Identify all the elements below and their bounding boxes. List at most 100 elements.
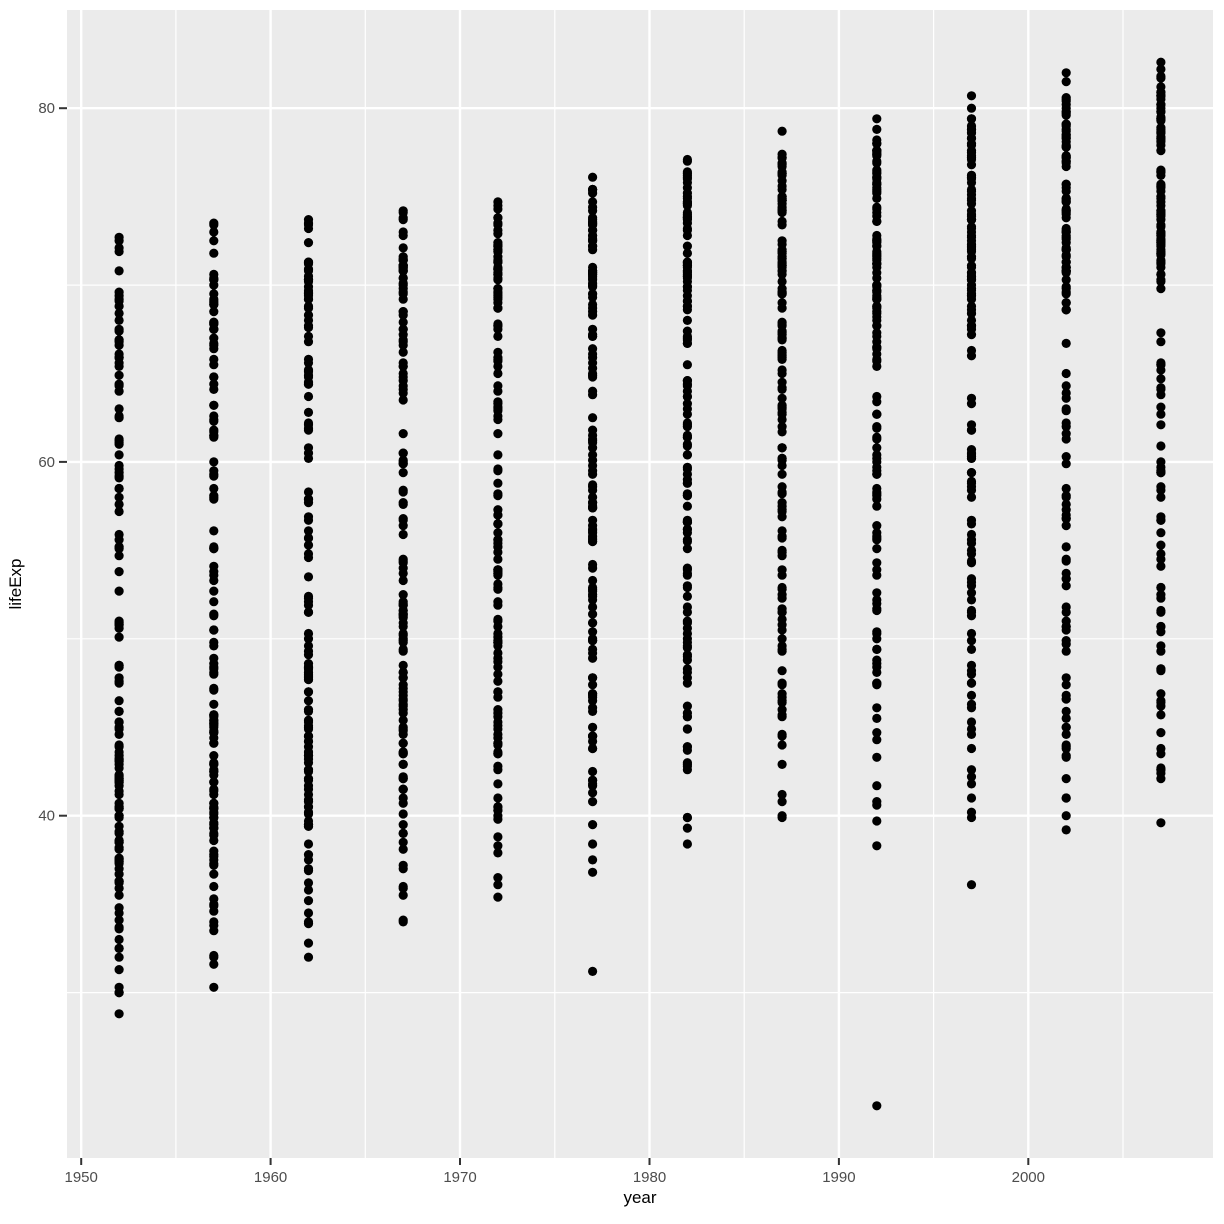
data-point <box>1156 540 1166 550</box>
data-point <box>114 789 124 800</box>
y-tick-label: 80 <box>38 100 55 117</box>
data-point <box>777 712 787 722</box>
data-point <box>682 420 693 430</box>
data-point <box>872 627 882 637</box>
data-point <box>303 238 314 248</box>
data-point <box>588 855 598 865</box>
data-point <box>777 551 787 561</box>
data-point <box>209 667 219 678</box>
data-point <box>1156 103 1166 113</box>
data-point <box>588 590 598 600</box>
data-point <box>209 611 219 621</box>
data-point <box>209 289 219 299</box>
data-point <box>398 307 408 317</box>
data-point <box>114 943 124 954</box>
data-point <box>1061 811 1071 821</box>
data-point <box>493 579 503 589</box>
data-point <box>398 837 408 847</box>
data-point <box>398 294 408 304</box>
data-point <box>398 828 408 839</box>
data-point <box>588 241 598 251</box>
data-point <box>682 197 693 207</box>
data-point <box>588 331 598 341</box>
data-point <box>303 220 314 230</box>
data-point <box>209 384 219 394</box>
data-point <box>1061 499 1071 509</box>
data-point <box>588 722 598 732</box>
data-point <box>398 729 408 740</box>
data-point <box>398 660 408 671</box>
data-point <box>493 669 503 679</box>
data-point <box>1061 793 1071 803</box>
data-point <box>872 644 882 655</box>
data-point <box>588 736 598 747</box>
data-point <box>1061 197 1071 207</box>
data-point <box>682 591 693 602</box>
data-point <box>588 563 598 573</box>
data-point <box>588 262 598 272</box>
data-point <box>1061 713 1071 724</box>
data-point <box>493 600 503 610</box>
data-point <box>966 476 977 486</box>
data-point <box>114 544 124 554</box>
data-point <box>588 310 598 320</box>
data-point <box>777 607 787 617</box>
data-point <box>682 701 693 711</box>
data-point <box>1156 238 1166 248</box>
data-point <box>303 952 314 962</box>
data-point <box>682 379 693 389</box>
data-point <box>1061 406 1071 416</box>
data-point <box>1061 554 1071 564</box>
data-point <box>303 549 314 559</box>
data-point <box>303 628 314 639</box>
data-point <box>777 126 787 136</box>
data-point <box>1061 616 1071 626</box>
data-point <box>493 257 503 267</box>
data-point <box>303 294 314 304</box>
plot-panel <box>67 10 1213 1158</box>
data-point <box>114 804 124 814</box>
data-point <box>303 667 314 678</box>
data-point <box>777 666 787 676</box>
data-point <box>777 427 787 437</box>
data-point <box>682 742 693 752</box>
data-point <box>1061 103 1071 113</box>
data-point <box>872 570 882 580</box>
data-point <box>209 457 219 467</box>
data-point <box>966 186 977 196</box>
data-point <box>966 215 977 225</box>
data-point <box>398 206 408 216</box>
data-point <box>398 448 408 458</box>
data-point <box>777 705 787 715</box>
data-point <box>588 289 598 299</box>
data-point <box>872 491 882 501</box>
data-point <box>872 713 882 724</box>
data-point <box>872 588 882 598</box>
data-point <box>303 821 314 831</box>
data-point <box>777 220 787 230</box>
data-point <box>682 315 693 325</box>
data-point <box>966 588 977 598</box>
data-point <box>588 673 598 683</box>
data-point <box>114 450 124 460</box>
data-point <box>777 811 787 821</box>
data-point <box>114 858 124 869</box>
data-point <box>209 777 219 787</box>
data-point <box>209 759 219 770</box>
x-tick-label: 2000 <box>1012 1169 1045 1186</box>
data-point <box>588 230 598 241</box>
data-point <box>398 429 408 439</box>
data-point <box>872 662 882 672</box>
data-point <box>966 243 977 253</box>
data-point <box>1061 338 1071 348</box>
data-point <box>966 690 977 701</box>
data-point <box>966 91 977 101</box>
data-point <box>966 114 977 124</box>
data-point <box>209 899 219 909</box>
data-point <box>493 491 503 501</box>
data-point <box>398 243 408 253</box>
data-point <box>493 464 503 474</box>
x-tick-label: 1950 <box>65 1169 98 1186</box>
data-point <box>1061 393 1071 403</box>
data-point <box>777 689 787 699</box>
